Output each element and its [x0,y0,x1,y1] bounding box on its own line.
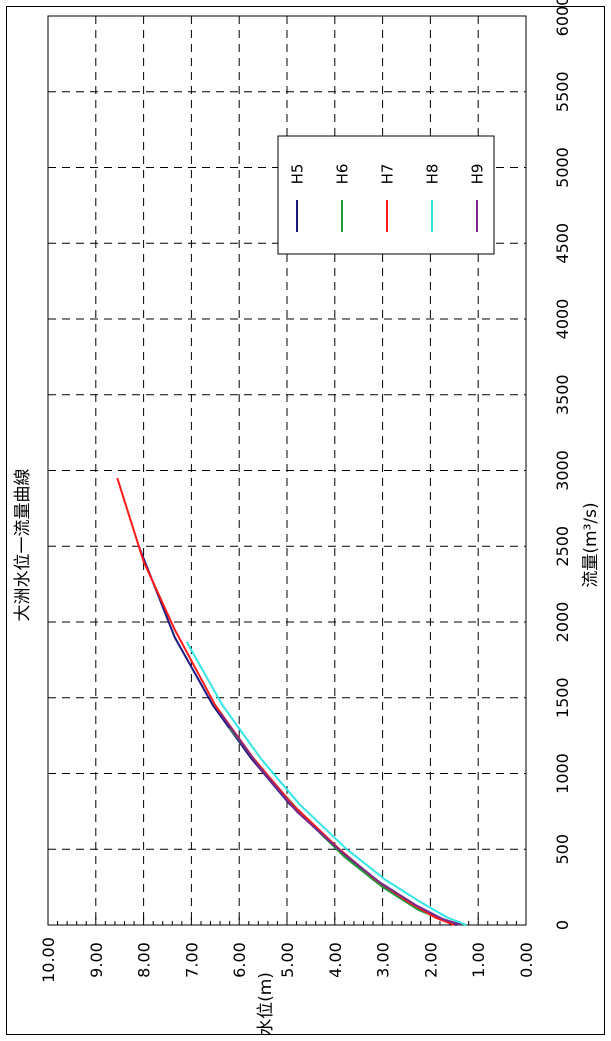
x-tick-label: 4000 [553,299,572,340]
y-tick-label: 0.00 [517,942,536,978]
x-tick-label: 1500 [553,677,572,718]
x-tick-label: 500 [553,834,572,865]
y-tick-label: 3.00 [374,942,393,978]
chart-title: 大洲水位一流量曲線 [13,469,33,622]
x-axis-label: 流量(m³/s) [581,502,601,587]
x-tick-label: 3500 [553,374,572,415]
y-tick-label: 10.00 [39,937,58,983]
series-layer [116,477,467,926]
series-line-h9 [219,712,462,926]
x-tick-label: 0 [553,920,572,930]
x-tick-label: 5500 [553,71,572,112]
legend-label: H6 [333,164,351,185]
y-tick-labels: 0.00 1.00 2.00 3.00 4.00 5.00 6.00 7.00 8.00 9.00… [39,937,536,983]
y-tick-label: 8.00 [135,942,154,978]
y-tick-label: 1.00 [469,942,488,978]
y-tick-label: 4.00 [326,942,345,978]
x-tick-label: 2000 [553,602,572,643]
legend-box [277,135,495,255]
x-tick-label: 4500 [553,223,572,264]
x-tick-label: 2500 [553,526,572,567]
chart-frame [6,6,605,1035]
grid-lines [48,16,526,925]
legend-label: H9 [468,164,486,185]
series-line-h7 [116,477,455,926]
y-tick-label: 2.00 [421,942,440,978]
legend-label: H8 [423,164,441,185]
legend-label: H5 [288,164,306,185]
x-tick-label: 1000 [553,753,572,794]
x-tick-label: 6000 [553,0,572,36]
y-tick-label: 6.00 [230,942,249,978]
x-tick-label: 3000 [553,450,572,491]
legend: H5 H6 H7 H8 H9 [277,135,495,255]
legend-label: H7 [378,164,396,185]
x-tick-label: 5000 [553,147,572,188]
x-tick-labels: 0 500 1000 1500 2000 2500 3000 3500 4000 4500 5000… [553,0,572,930]
y-axis-label: 水位(m) [256,972,276,1036]
y-tick-label: 7.00 [182,942,201,978]
series-line-h5 [137,545,458,926]
series-line-h6 [228,727,465,926]
series-line-h8 [185,641,467,926]
y-tick-label: 5.00 [278,942,297,978]
y-tick-label: 9.00 [87,942,106,978]
